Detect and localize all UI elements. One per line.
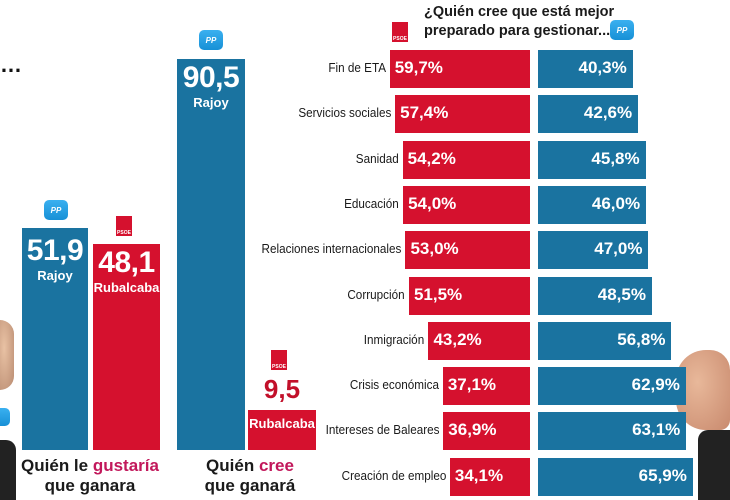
pp-logo-icon: PP [610, 20, 634, 40]
category-label: Creación de empleo [341, 467, 446, 483]
rubalcaba-suit-fragment [0, 440, 16, 500]
caption-part: que ganara [44, 476, 136, 495]
bar-label-psoe: 34,1% [454, 465, 504, 485]
pp-logo-icon: PP [44, 200, 68, 220]
caption-gustaria: Quién le gustaría que ganara [10, 456, 170, 496]
bar-label-psoe: 59,7% [394, 58, 443, 77]
category-label: Inmigración [364, 331, 425, 347]
candidate-label: Rubalcaba [249, 416, 315, 431]
caption-highlight: cree [258, 456, 294, 475]
bar-label-psoe: 54,0% [408, 193, 457, 213]
category-label: Fin de ETA [328, 60, 386, 75]
bar-label-psoe: 37,1% [447, 375, 497, 395]
psoe-logo-icon: PSOE [271, 350, 287, 370]
category-label: Servicios sociales [298, 105, 392, 121]
category-label: Corrupción [347, 286, 405, 302]
bar-psoe: 51,5% [408, 276, 530, 315]
bar-label-psoe: 36,9% [448, 420, 497, 440]
bar-label-pp: 42,6% [583, 103, 633, 123]
rajoy-suit-fragment [698, 430, 730, 500]
bar-label-psoe: 54,2% [407, 148, 456, 168]
caption-cree: Quién cree que ganará [175, 456, 325, 496]
pp-logo-icon: PP [199, 30, 223, 50]
bar-pp: 45,8% [538, 140, 646, 179]
bar-pp: 63,1% [538, 412, 687, 451]
bar-psoe: 43,2% [428, 321, 530, 360]
title-line: preparado para gestionar... [424, 23, 611, 39]
title-line: ¿Quién cree que está mejor [424, 4, 615, 20]
bar-rajoy-cree: 90,5 Rajoy [177, 59, 245, 450]
caption-part: Quién le [21, 456, 93, 475]
candidate-label: Rajoy [37, 268, 73, 283]
header-ellipsis: … [0, 52, 22, 77]
bar-pp: 62,9% [538, 367, 686, 406]
category-label: Relaciones internacionales [261, 241, 402, 257]
bar-label-pp: 40,3% [578, 58, 627, 77]
psoe-logo-icon: PSOE [392, 22, 408, 42]
chart-title: ¿Quién cree que está mejor preparado par… [424, 3, 614, 41]
caption-part: Quién [206, 456, 259, 475]
value-label-rubalcaba-cree: 9,5 [263, 374, 301, 404]
bar-label-psoe: 43,2% [433, 329, 482, 349]
category-label: Crisis económica [349, 377, 439, 393]
value-label: 48,1 [98, 246, 155, 279]
bar-rubalcaba-cree: Rubalcaba [248, 410, 316, 450]
bar-label-pp: 46,0% [591, 193, 641, 213]
bar-psoe: 53,0% [405, 231, 530, 270]
bar-pp: 40,3% [538, 50, 633, 88]
bar-psoe: 37,1% [442, 367, 530, 406]
bar-label-pp: 56,8% [617, 329, 666, 349]
bar-pp: 56,8% [538, 321, 672, 360]
bar-label-psoe: 53,0% [410, 239, 459, 259]
psoe-logo-icon: PSOE [116, 216, 132, 236]
bar-label-pp: 63,1% [632, 420, 681, 440]
bar-psoe: 59,7% [389, 50, 530, 88]
pp-badge-fragment [0, 408, 10, 426]
bar-label-pp: 62,9% [631, 375, 680, 395]
bar-pp: 42,6% [538, 95, 639, 134]
candidate-label: Rubalcaba [93, 280, 160, 295]
bar-psoe: 54,2% [402, 140, 530, 179]
bar-label-psoe: 51,5% [413, 284, 463, 304]
bar-label-psoe: 57,4% [400, 103, 449, 123]
bar-psoe: 57,4% [395, 95, 530, 134]
candidate-label: Rajoy [193, 95, 229, 110]
bar-pp: 47,0% [538, 231, 649, 270]
category-label: Sanidad [355, 150, 399, 166]
caption-part: que ganará [204, 476, 296, 495]
bar-pp: 48,5% [538, 276, 652, 315]
category-label: Intereses de Baleares [325, 422, 440, 438]
bar-label-pp: 47,0% [594, 239, 643, 259]
bar-label-pp: 65,9% [638, 465, 687, 485]
rubalcaba-photo-fragment [0, 320, 14, 390]
category-label: Educación [344, 195, 400, 211]
caption-highlight: gustaría [92, 456, 159, 475]
bar-label-pp: 48,5% [597, 284, 646, 304]
bar-psoe: 34,1% [449, 457, 530, 496]
bar-rajoy-gustaria: 51,9 Rajoy [22, 228, 88, 450]
bar-pp: 46,0% [538, 185, 647, 224]
bar-pp: 65,9% [538, 457, 693, 496]
value-label: 51,9 [26, 234, 84, 267]
bar-rubalcaba-gustaria: 48,1 Rubalcaba [93, 244, 160, 450]
value-label: 90,5 [182, 61, 240, 94]
bar-label-pp: 45,8% [591, 148, 640, 168]
bar-psoe: 54,0% [403, 185, 530, 224]
bar-psoe: 36,9% [443, 412, 530, 451]
